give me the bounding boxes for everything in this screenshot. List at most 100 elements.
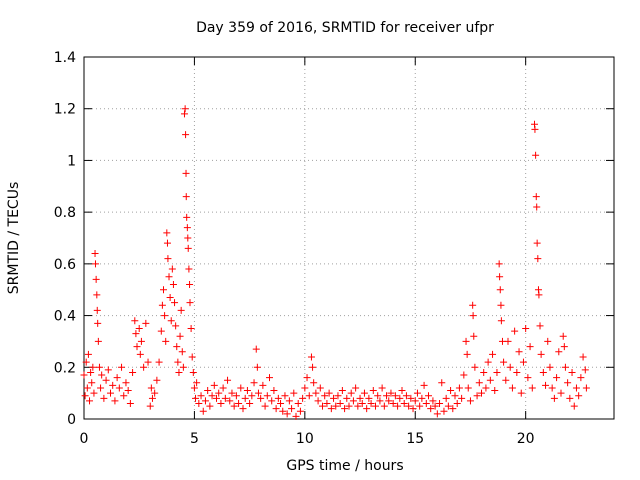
y-tick-label: 0.2 [54,360,76,376]
data-point [213,394,220,402]
data-point [173,343,181,351]
data-point [380,402,388,410]
data-point [343,394,351,402]
data-point [177,306,185,314]
data-point [93,291,101,299]
data-point [252,345,260,353]
data-point [169,281,177,289]
data-point [463,350,471,358]
data-point [489,350,497,358]
data-point [389,399,397,407]
data-point [496,273,504,281]
data-point [115,384,123,392]
axis-ticks: 0 0.2 0.4 0.6 0.8 1 1.2 1.4 0 5 10 15 20 [54,50,614,447]
data-point [91,260,99,268]
data-point [433,410,441,418]
data-point [102,376,110,384]
data-point [449,405,457,413]
data-point [221,394,229,402]
data-point [257,394,265,402]
data-point [369,387,377,395]
data-point [391,392,399,400]
data-point [224,376,232,384]
data-point [217,399,225,407]
data-point [294,399,302,407]
data-point [536,322,544,330]
x-axis-label: GPS time / hours [286,458,403,474]
data-point [235,399,243,407]
data-point [575,392,583,400]
data-point [532,151,540,159]
data-point [83,384,91,392]
data-point [151,389,159,397]
data-point [109,381,117,389]
data-point [163,239,171,247]
data-point [464,384,472,392]
data-point [458,394,466,402]
data-point [533,203,541,211]
data-point [535,291,543,299]
x-tick-label: 0 [80,431,89,447]
data-point [285,397,293,405]
data-point [219,384,227,392]
data-point [579,353,587,361]
data-point [197,392,205,400]
data-point [254,389,262,397]
y-axis-label: SRMTID / TECUs [6,182,22,295]
data-point [126,399,134,407]
data-point [283,410,291,418]
y-tick-label: 1 [67,153,76,169]
data-point [338,387,346,395]
data-point [533,239,541,247]
data-point [250,379,258,387]
data-point [550,394,558,402]
data-point [183,224,191,232]
data-point [582,384,590,392]
data-point [188,353,196,361]
data-point [365,394,373,402]
data-point [266,374,273,382]
data-point [92,275,100,283]
data-point [80,371,88,379]
data-points [80,105,590,420]
data-point [515,348,523,356]
x-tick-label: 15 [406,431,424,447]
data-point [135,325,143,332]
data-point [190,384,198,392]
data-point [89,363,97,371]
data-point [82,358,90,366]
data-point [237,384,245,392]
data-point [122,379,130,387]
data-point [98,371,106,379]
data-point [325,389,333,397]
data-point [497,317,505,325]
data-point [90,389,98,397]
data-point [243,387,251,395]
data-point [178,348,186,356]
data-point [352,384,360,392]
data-point [179,363,187,371]
data-point [206,402,214,410]
data-point [522,325,530,332]
data-point [480,368,488,376]
data-point [577,374,585,382]
data-point [204,387,212,395]
data-point [165,273,173,281]
data-point [429,397,437,405]
data-point [87,368,95,376]
data-point [321,392,329,400]
data-point [491,387,499,395]
data-point [129,368,137,376]
data-point [466,397,474,405]
data-point [475,379,483,387]
data-point [193,379,201,387]
data-point [555,348,563,356]
data-point [581,366,589,374]
data-point [168,265,176,273]
data-point [113,374,121,382]
data-point [118,363,126,371]
data-point [305,392,313,400]
data-point [182,131,190,139]
data-point [519,358,527,366]
data-point [226,397,234,405]
